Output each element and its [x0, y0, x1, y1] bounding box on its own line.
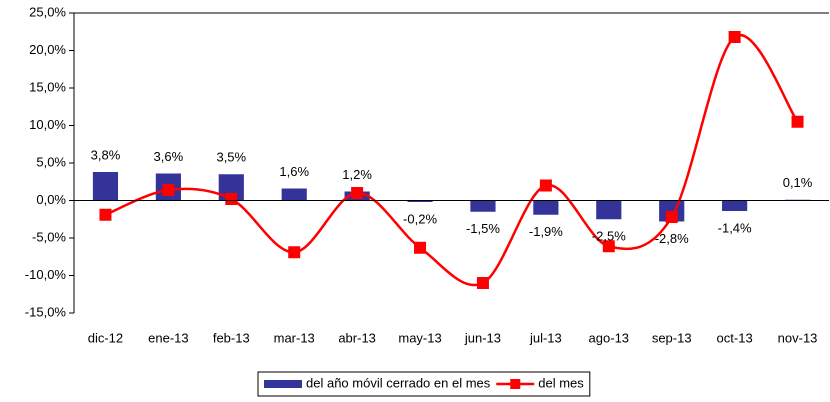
x-tick-label: jul-13 — [529, 330, 562, 345]
data-label: -1,5% — [466, 221, 500, 236]
bar — [407, 200, 433, 202]
line-marker — [351, 187, 364, 199]
y-tick-label: 20,0% — [29, 42, 66, 57]
bar — [596, 200, 622, 220]
legend-swatch — [264, 380, 302, 388]
x-tick-label: ago-13 — [589, 330, 629, 345]
legend-swatch-marker — [510, 379, 521, 389]
data-label: -2,5% — [592, 229, 626, 244]
y-tick-label: 5,0% — [36, 154, 66, 169]
line-marker — [602, 240, 615, 253]
data-label: 1,6% — [279, 164, 309, 179]
line-marker — [728, 31, 741, 43]
bar — [281, 188, 307, 201]
y-tick-label: -15,0% — [25, 304, 67, 319]
legend-label: del año móvil cerrado en el mes — [306, 375, 491, 390]
x-tick-label: mar-13 — [274, 330, 315, 345]
x-tick-label: dic-12 — [88, 330, 123, 345]
data-label: -0,2% — [403, 211, 437, 226]
data-label: -1,9% — [529, 224, 563, 239]
x-tick-label: jun-13 — [464, 330, 501, 345]
legend-box — [257, 371, 591, 397]
x-tick-label: abr-13 — [338, 330, 376, 345]
line-marker — [414, 241, 427, 254]
data-label: 1,2% — [342, 167, 372, 182]
data-label: -2,8% — [655, 231, 689, 246]
data-label: 3,5% — [216, 150, 246, 165]
bar — [470, 200, 496, 212]
x-tick-label: ene-13 — [148, 330, 188, 345]
y-tick-label: -5,0% — [32, 229, 66, 244]
line-marker — [162, 184, 175, 196]
y-tick-label: -10,0% — [25, 267, 67, 282]
line-marker — [288, 246, 301, 259]
line-marker — [225, 193, 238, 205]
legend-label: del mes — [538, 375, 584, 390]
bar — [92, 172, 119, 201]
bar — [722, 200, 748, 211]
y-tick-label: 25,0% — [29, 4, 66, 19]
y-tick-label: 0,0% — [36, 192, 66, 207]
x-tick-label: may-13 — [398, 330, 441, 345]
y-tick-label: 15,0% — [29, 79, 66, 94]
x-tick-label: feb-13 — [213, 330, 250, 345]
data-label: 0,1% — [783, 175, 813, 190]
x-tick-label: oct-13 — [717, 330, 753, 345]
data-label: 3,6% — [154, 149, 184, 164]
data-label: 3,8% — [91, 147, 121, 162]
y-tick-label: 10,0% — [29, 117, 66, 132]
line-marker — [99, 208, 112, 221]
line — [104, 33, 799, 287]
line-marker — [476, 277, 489, 289]
x-tick-label: sep-13 — [652, 330, 692, 345]
line-marker — [539, 179, 552, 192]
line-marker — [791, 115, 804, 128]
line-marker — [665, 211, 678, 223]
bar — [533, 200, 559, 215]
x-tick-label: nov-13 — [778, 330, 818, 345]
data-label: -1,4% — [718, 220, 752, 235]
